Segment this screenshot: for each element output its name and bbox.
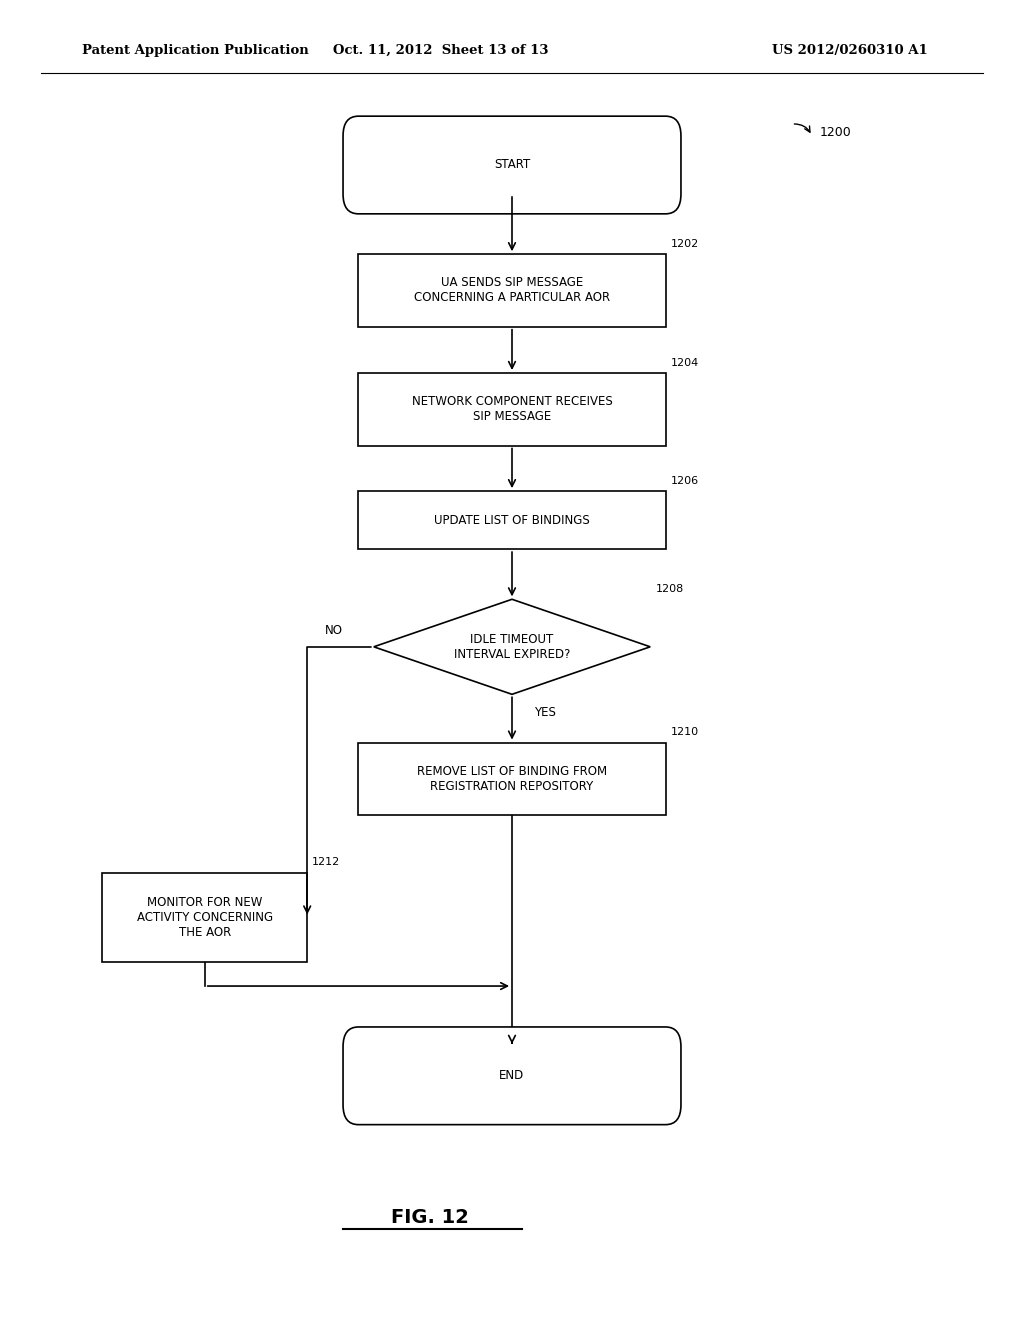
FancyBboxPatch shape xyxy=(343,116,681,214)
FancyBboxPatch shape xyxy=(358,372,666,446)
Text: 1212: 1212 xyxy=(312,857,341,867)
FancyBboxPatch shape xyxy=(358,491,666,549)
FancyBboxPatch shape xyxy=(343,1027,681,1125)
Text: UPDATE LIST OF BINDINGS: UPDATE LIST OF BINDINGS xyxy=(434,513,590,527)
Text: 1206: 1206 xyxy=(671,475,698,486)
Text: START: START xyxy=(494,158,530,172)
Text: FIG. 12: FIG. 12 xyxy=(391,1208,469,1226)
FancyBboxPatch shape xyxy=(358,253,666,326)
Text: UA SENDS SIP MESSAGE
CONCERNING A PARTICULAR AOR: UA SENDS SIP MESSAGE CONCERNING A PARTIC… xyxy=(414,276,610,305)
Text: Oct. 11, 2012  Sheet 13 of 13: Oct. 11, 2012 Sheet 13 of 13 xyxy=(333,44,548,57)
Polygon shape xyxy=(374,599,650,694)
Text: YES: YES xyxy=(535,706,556,719)
Text: IDLE TIMEOUT
INTERVAL EXPIRED?: IDLE TIMEOUT INTERVAL EXPIRED? xyxy=(454,632,570,661)
Text: MONITOR FOR NEW
ACTIVITY CONCERNING
THE AOR: MONITOR FOR NEW ACTIVITY CONCERNING THE … xyxy=(137,896,272,939)
Text: 1202: 1202 xyxy=(671,239,699,248)
Text: NETWORK COMPONENT RECEIVES
SIP MESSAGE: NETWORK COMPONENT RECEIVES SIP MESSAGE xyxy=(412,395,612,424)
Text: 1208: 1208 xyxy=(655,583,684,594)
Text: Patent Application Publication: Patent Application Publication xyxy=(82,44,308,57)
Text: NO: NO xyxy=(325,624,343,638)
Text: REMOVE LIST OF BINDING FROM
REGISTRATION REPOSITORY: REMOVE LIST OF BINDING FROM REGISTRATION… xyxy=(417,764,607,793)
FancyBboxPatch shape xyxy=(102,873,307,962)
Text: END: END xyxy=(500,1069,524,1082)
Text: 1204: 1204 xyxy=(671,358,699,368)
Text: 1200: 1200 xyxy=(819,125,851,139)
Text: 1210: 1210 xyxy=(671,727,698,737)
FancyBboxPatch shape xyxy=(358,743,666,816)
Text: US 2012/0260310 A1: US 2012/0260310 A1 xyxy=(772,44,928,57)
